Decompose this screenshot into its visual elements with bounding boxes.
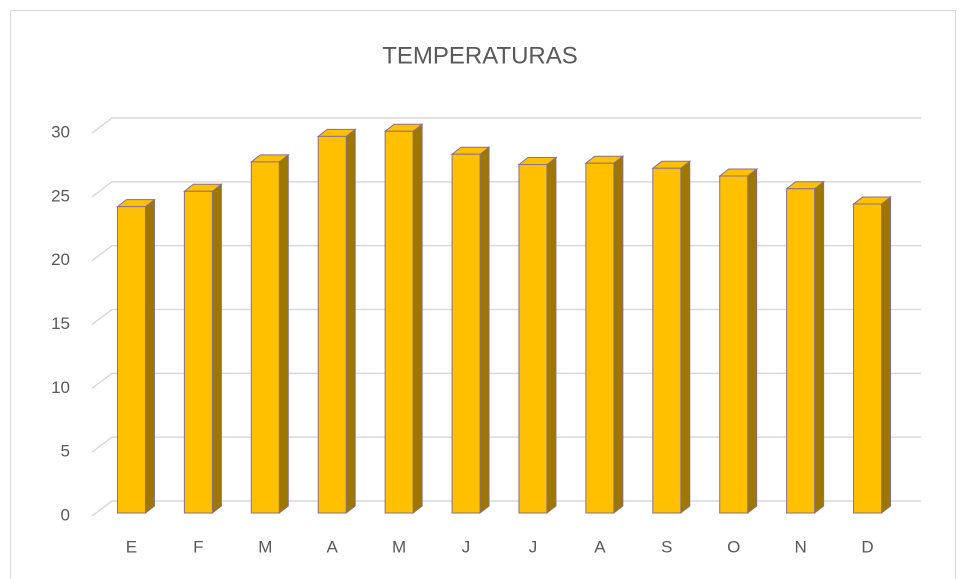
bar-front: [786, 188, 816, 514]
bar: [517, 156, 558, 515]
bar-side: [479, 146, 490, 515]
bar-side: [881, 196, 892, 515]
x-tick-label: E: [126, 537, 137, 556]
bar-front: [384, 130, 414, 514]
bar-side: [747, 167, 758, 515]
bar-front: [250, 161, 280, 514]
x-tick-label: F: [193, 537, 203, 556]
x-tick-label: A: [594, 537, 606, 556]
y-tick-label: 0: [61, 505, 70, 524]
x-tick-label: M: [258, 537, 272, 556]
bar: [316, 128, 357, 515]
x-tick-label: S: [661, 537, 672, 556]
chart-title: TEMPERATURAS: [382, 42, 578, 69]
bar-side: [345, 128, 356, 515]
y-tick-label: 15: [51, 314, 70, 333]
grid-line: [91, 372, 921, 389]
grid-line: [91, 500, 921, 517]
bar-front: [116, 206, 146, 514]
x-tick-label: N: [794, 537, 806, 556]
y-tick-label: 20: [51, 250, 70, 269]
bar-side: [613, 155, 624, 515]
y-tick-label: 25: [51, 186, 70, 205]
y-tick-label: 10: [51, 378, 70, 397]
grid-line: [91, 181, 921, 198]
bar: [116, 198, 156, 515]
bar-front: [652, 167, 682, 514]
bar-front: [183, 190, 213, 514]
bar: [651, 160, 692, 515]
bar-side: [546, 156, 557, 515]
bar: [249, 153, 290, 515]
bar: [182, 183, 223, 515]
bar-side: [144, 198, 155, 515]
x-tick-label: O: [727, 537, 740, 556]
bar-front: [317, 135, 347, 514]
x-tick-label: A: [327, 537, 339, 556]
bar-front: [719, 175, 749, 514]
bar-side: [211, 183, 222, 515]
bar-front: [585, 162, 615, 514]
y-tick-label: 30: [51, 122, 70, 141]
bar-side: [278, 153, 289, 515]
x-tick-label: J: [462, 537, 471, 556]
bar: [718, 167, 759, 515]
bar: [450, 146, 491, 515]
bar: [852, 196, 892, 515]
grid-line: [91, 244, 921, 262]
bar: [584, 155, 625, 515]
bar-front: [853, 203, 883, 514]
x-tick-label: D: [861, 537, 873, 556]
bar-front: [451, 153, 481, 514]
y-tick-label: 5: [61, 442, 70, 461]
bar: [785, 180, 826, 515]
grid-line: [91, 436, 921, 453]
bar-side: [814, 180, 825, 515]
grid-line: [91, 308, 921, 326]
bar-side: [412, 123, 423, 515]
bar-front: [518, 163, 548, 514]
x-tick-label: M: [392, 537, 406, 556]
bar: [383, 123, 424, 515]
bar-side: [680, 160, 691, 515]
grid-line: [91, 117, 921, 134]
x-tick-label: J: [529, 537, 538, 556]
